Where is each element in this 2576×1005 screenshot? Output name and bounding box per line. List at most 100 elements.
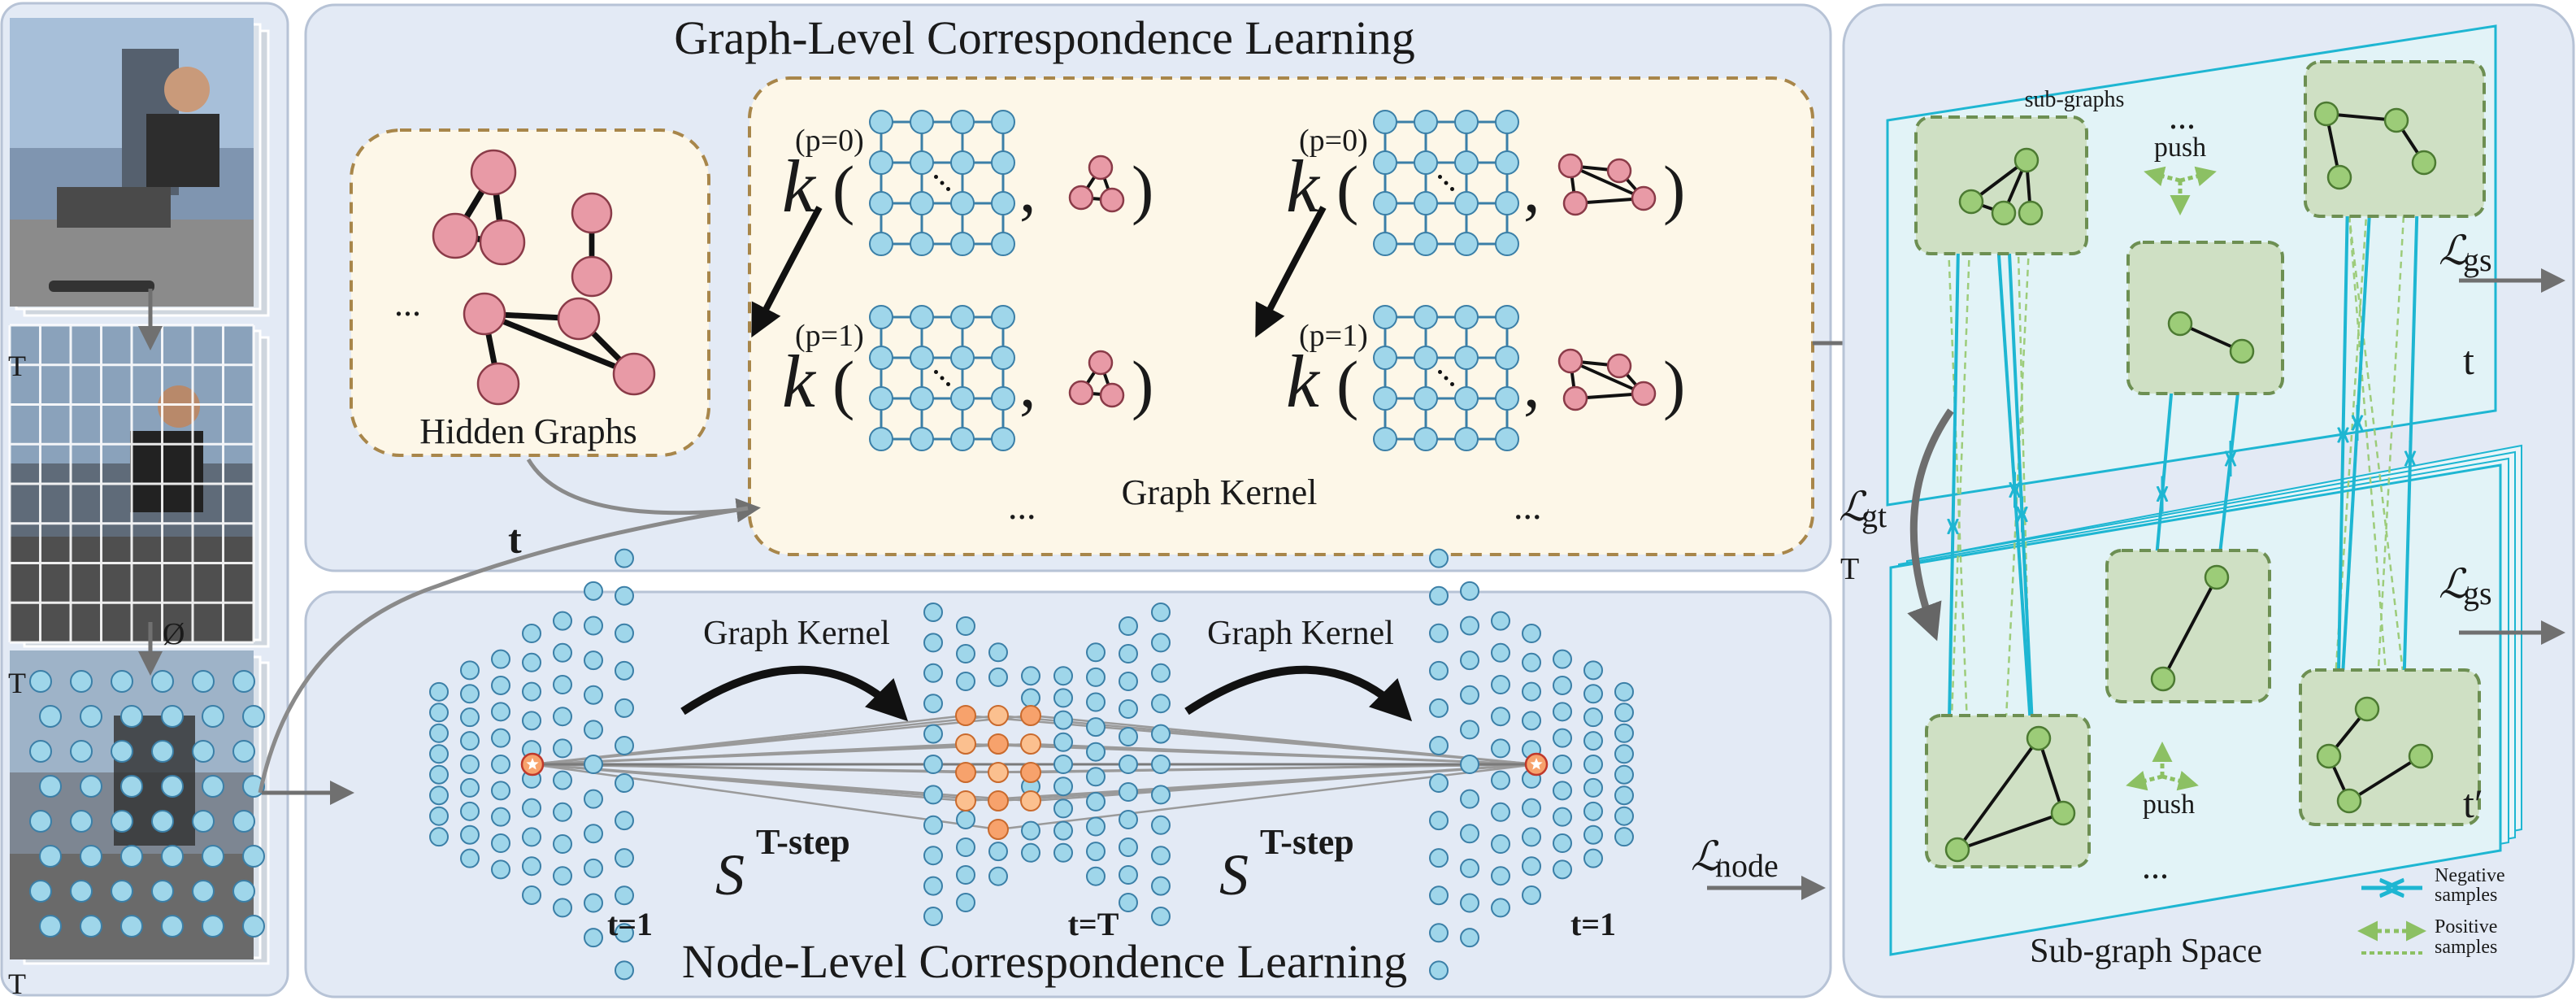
graph-edge	[1570, 164, 1644, 200]
grid-graph-node	[1495, 232, 1519, 256]
grid-graph-node	[991, 191, 1015, 215]
node-level-node	[1522, 681, 1541, 702]
grid-gap-dot	[934, 370, 938, 374]
node-level-node	[988, 842, 1008, 862]
t-step-sup-1: T-step	[756, 822, 850, 862]
node-level-node	[553, 834, 572, 854]
node-level-node	[1119, 644, 1138, 663]
corresponding-node	[955, 790, 976, 811]
grid-graph-node	[1454, 346, 1479, 370]
gs-loss-bottom: ℒ gs	[2439, 561, 2492, 611]
grid-graph-node	[950, 150, 975, 175]
node-level-node	[1151, 846, 1171, 866]
grid-graph-node	[1373, 232, 1397, 256]
grid-graph-node	[910, 427, 934, 451]
node-level-node	[615, 960, 634, 981]
grid-graph-node	[1495, 346, 1519, 370]
legend-negative-line1: Negative	[2435, 865, 2505, 886]
node-level-node	[522, 624, 541, 644]
frame-node	[70, 880, 93, 903]
grid-graph-node	[991, 150, 1015, 175]
graph-edge	[2161, 576, 2218, 680]
node-level-node	[1086, 692, 1106, 712]
node-level-node	[553, 802, 572, 822]
node-loss-label: ℒ node	[1691, 833, 1779, 884]
node-level-node	[584, 824, 603, 844]
frame-node	[70, 670, 93, 693]
kernel-small-node	[1606, 353, 1632, 379]
s-symbol-1: S	[715, 842, 745, 907]
grid-graph-node	[991, 110, 1015, 134]
node-level-node	[923, 663, 943, 683]
node-level-node	[1522, 798, 1541, 818]
node-level-node	[1429, 811, 1449, 831]
frame-node	[111, 740, 133, 763]
subgraph-box	[2126, 241, 2284, 395]
node-level-node	[491, 728, 510, 748]
node-level-node	[1086, 742, 1106, 762]
node-level-node	[923, 876, 943, 896]
node-level-node	[491, 755, 510, 774]
grid-graph-node	[910, 232, 934, 256]
node-level-node	[491, 702, 510, 722]
kernel-p-label: (p=1)	[1299, 319, 1368, 353]
frame-node	[70, 810, 93, 833]
node-level-node	[1053, 688, 1073, 708]
t-prime-label: t′	[2463, 781, 2483, 826]
grid-graph-node	[950, 386, 975, 411]
frame-node	[232, 880, 255, 903]
node-level-node	[1053, 755, 1073, 774]
subgraph-node	[2204, 564, 2230, 590]
kernel-close-paren: )	[1663, 152, 1685, 226]
frame-node	[242, 705, 265, 728]
kernel-small-graph	[1557, 153, 1657, 216]
node-level-node	[553, 707, 572, 727]
kernel-symbol: k	[782, 145, 817, 228]
grid-graph-node	[950, 346, 975, 370]
kernel-small-node	[1099, 382, 1125, 408]
time-label-t1-left: t=1	[607, 906, 653, 942]
node-level-node	[1614, 806, 1634, 826]
push-label-top: push	[2154, 133, 2206, 163]
grid-graph-node	[869, 232, 893, 256]
grid-graph-node	[1454, 386, 1479, 411]
grid-graph-node	[910, 191, 934, 215]
frame-node	[202, 705, 224, 728]
node-level-node	[1553, 649, 1572, 669]
kernel-small-node	[1557, 153, 1583, 179]
node-level-node	[1119, 755, 1138, 774]
node-level-node	[923, 785, 943, 805]
node-level-node	[1119, 727, 1138, 746]
node-level-node	[491, 649, 510, 669]
node-level-node	[584, 616, 603, 636]
node-level-node	[429, 744, 449, 764]
s-t-step-label-2: S T-step	[1219, 822, 1354, 907]
frame-node	[111, 880, 133, 903]
node-level-title: Node-Level Correspondence Learning	[682, 935, 1407, 988]
video-frames-panel: T T T Ø	[0, 2, 289, 1000]
svg-text:ℒ: ℒ	[2439, 561, 2469, 607]
node-level-node	[1429, 960, 1449, 981]
kernel-iteration-arrow	[1255, 206, 1327, 338]
node-level-node	[1429, 585, 1449, 606]
subgraph-node	[2150, 666, 2176, 692]
frame-node	[232, 740, 255, 763]
frame-node	[202, 775, 224, 798]
grid-graph-node	[869, 305, 893, 329]
grid-gap-dot	[1438, 370, 1442, 374]
correspondence-line	[532, 763, 1032, 774]
node-level-node	[615, 735, 634, 755]
corresponding-node	[1020, 790, 1041, 811]
hidden-graphs	[432, 149, 656, 406]
grid-graph-node	[1414, 427, 1438, 451]
node-level-node	[615, 773, 634, 794]
hidden-graph-node	[612, 352, 656, 396]
frame-node	[161, 915, 184, 938]
push-arrows-icon	[2126, 742, 2199, 791]
svg-text:ℒ: ℒ	[2439, 228, 2469, 273]
corresponding-node	[1020, 733, 1041, 755]
legend: Negative samples Positive samples	[2357, 865, 2505, 958]
push-arrow	[2144, 166, 2181, 186]
frame-node	[80, 705, 102, 728]
subgraph-node	[2316, 743, 2342, 769]
